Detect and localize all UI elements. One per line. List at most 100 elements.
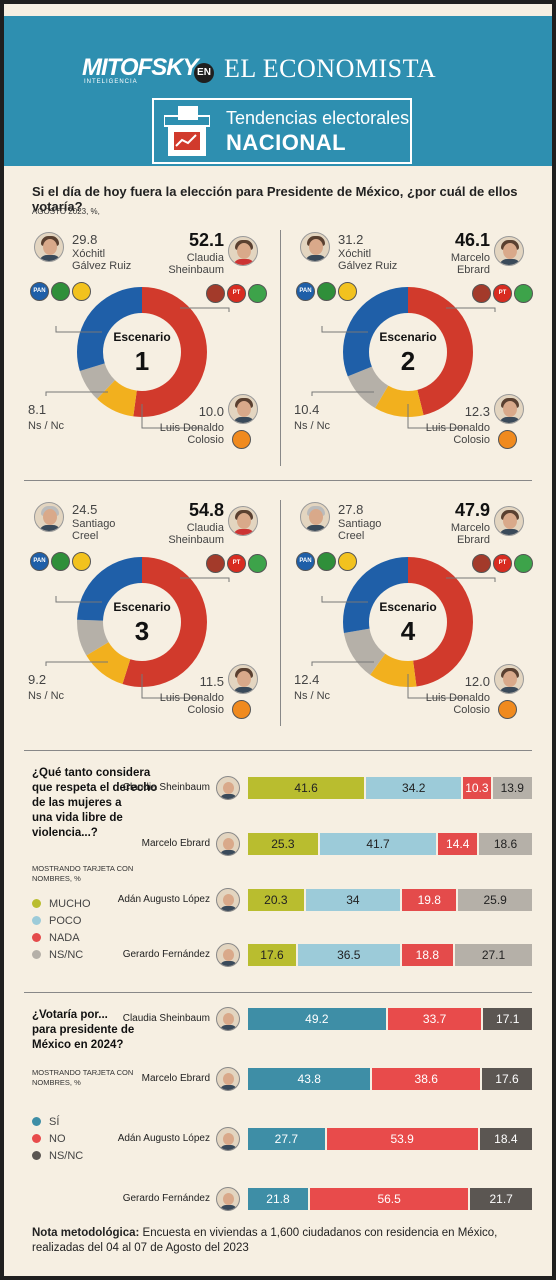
- photo-shirt: [233, 259, 255, 265]
- name-line: Santiago: [72, 518, 116, 530]
- candidate-name: Marcelo Ebrard: [141, 838, 210, 849]
- prd-logo: [338, 552, 357, 571]
- name-line: Ebrard: [456, 534, 490, 546]
- legend-dot: [32, 916, 41, 925]
- legend-item: POCO: [32, 915, 81, 927]
- photo-face: [237, 401, 251, 417]
- legend-dot: [32, 899, 41, 908]
- leader-line: [311, 661, 374, 666]
- section-title-box: Tendencias electorales NACIONAL: [152, 98, 412, 164]
- stacked-bar: 43.8 38.6 17.6: [248, 1068, 532, 1090]
- section-title: Tendencias electorales: [226, 108, 410, 128]
- donut-slice: [77, 287, 207, 417]
- connector-badge: EN: [194, 63, 214, 83]
- stacked-bar: 20.3 34 19.8 25.9: [248, 889, 532, 911]
- photo-face: [237, 513, 251, 529]
- stacked-bar: 25.3 41.7 14.4 18.6: [248, 833, 532, 855]
- vertical-divider-top: [280, 230, 281, 466]
- bar-segment: 10.3: [463, 777, 493, 799]
- candidate-photo: [494, 394, 524, 424]
- photo-face: [503, 671, 517, 687]
- leader-line: [446, 307, 496, 312]
- pt-logo: PT: [227, 284, 246, 303]
- right-candidate-pct: 52.1: [188, 230, 224, 250]
- right-candidate-pct: 54.8: [188, 500, 224, 520]
- leader-line: [141, 404, 202, 429]
- left-candidate-pct: 27.8: [338, 502, 364, 517]
- legend-label: NS/NC: [49, 1150, 84, 1162]
- note-line: NOMBRES, %: [32, 1078, 81, 1087]
- name-line: Creel: [338, 530, 365, 542]
- morena-logo: [472, 284, 491, 303]
- photo-face: [43, 239, 57, 255]
- pri-logo: [317, 552, 336, 571]
- bottom-candidate-name: Luis Donaldo Colosio: [410, 422, 490, 446]
- photo-shirt: [39, 255, 61, 261]
- photo-face: [503, 401, 517, 417]
- name-line: Colosio: [187, 704, 224, 716]
- right-candidate-pct: 46.1: [454, 230, 490, 250]
- morena-logo: [206, 284, 225, 303]
- legend-item: SÍ: [32, 1116, 59, 1128]
- candidate-photo: [216, 1187, 240, 1211]
- photo-face: [503, 243, 517, 259]
- question-respect-line: una vida libre de: [32, 812, 123, 824]
- candidate-photo: [34, 502, 64, 532]
- photo-face: [223, 782, 234, 794]
- photo-shirt: [220, 1085, 237, 1090]
- leader-line: [180, 577, 230, 582]
- candidate-name: Gerardo Fernández: [122, 1193, 210, 1204]
- leader-line: [141, 674, 202, 699]
- bottom-candidate-name: Luis Donaldo Colosio: [410, 692, 490, 716]
- photo-shirt: [220, 794, 237, 799]
- prd-logo: [338, 282, 357, 301]
- legend-label: MUCHO: [49, 898, 91, 910]
- left-candidate-pct: 29.8: [72, 232, 98, 247]
- bar-segment: 18.6: [479, 833, 532, 855]
- mc-logo: [498, 430, 517, 449]
- scenario-label: Escenario: [113, 600, 171, 614]
- pt-logo: PT: [493, 284, 512, 303]
- leader-line: [55, 326, 102, 333]
- name-line: Claudia: [186, 252, 224, 264]
- pt-logo: PT: [227, 554, 246, 573]
- candidate-photo: [228, 236, 258, 266]
- bar-segment: 27.7: [248, 1128, 327, 1150]
- pvem-logo: [514, 284, 533, 303]
- candidate-photo: [228, 394, 258, 424]
- ns-label: Ns / Nc: [28, 690, 65, 702]
- scenario-panel: Escenario 1 29.8 Xóchitl Gálvez Ruiz PAN 52.1 C…: [24, 230, 284, 460]
- candidate-photo: [494, 236, 524, 266]
- legend-label: NO: [49, 1133, 66, 1145]
- infographic-frame: MITOFSKY INTELIGENCIA EN EL ECONOMISTA T…: [4, 4, 552, 1276]
- bottom-candidate-name: Luis Donaldo Colosio: [144, 422, 224, 446]
- photo-shirt: [39, 525, 61, 531]
- bottom-candidate-pct: 11.5: [199, 674, 224, 689]
- candidate-name: Adán Augusto López: [117, 1133, 210, 1144]
- candidate-photo: [34, 232, 64, 262]
- scenario-number: 2: [400, 346, 416, 376]
- mitofsky-logo: MITOFSKY: [82, 54, 199, 81]
- question-respect-line: de las mujeres a: [32, 797, 122, 809]
- stacked-bar: 27.7 53.9 18.4: [248, 1128, 532, 1150]
- horizontal-divider: [24, 480, 532, 481]
- candidate-photo: [216, 1067, 240, 1091]
- mc-logo: [232, 430, 251, 449]
- legend-label: SÍ: [49, 1116, 60, 1128]
- mitofsky-tagline: INTELIGENCIA: [84, 79, 138, 85]
- bar-segment: 41.6: [248, 777, 367, 799]
- question-vote-note: MOSTRANDO TARJETA CON NOMBRES, %: [32, 1068, 133, 1088]
- section-subtitle: NACIONAL: [226, 130, 347, 155]
- candidate-photo: [494, 664, 524, 694]
- bar-segment: 17.1: [483, 1008, 532, 1030]
- leader-line: [446, 577, 496, 582]
- methodology-text: Encuesta en viviendas a 1,600 ciudadanos…: [32, 1227, 498, 1254]
- pan-logo: PAN: [30, 282, 49, 301]
- photo-face: [503, 513, 517, 529]
- bar-segment: 49.2: [248, 1008, 388, 1030]
- ns-pct: 9.2: [28, 672, 47, 687]
- bar-segment: 36.5: [297, 944, 402, 966]
- photo-shirt: [220, 961, 237, 966]
- methodology-label: Nota metodológica:: [32, 1227, 140, 1239]
- morena-logo: [206, 554, 225, 573]
